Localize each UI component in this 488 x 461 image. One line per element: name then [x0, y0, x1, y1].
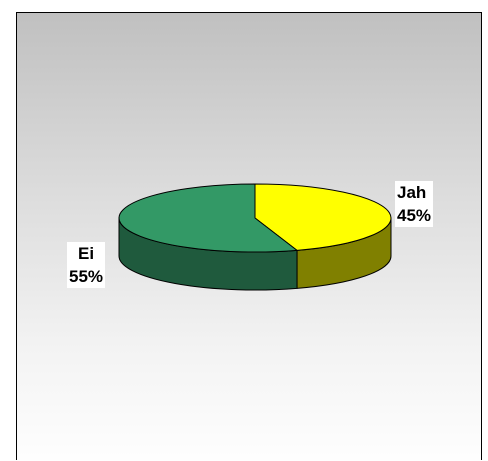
data-label-ei-value: 55% [69, 267, 104, 286]
pie-slice-ei [118, 183, 298, 253]
data-label-ei-name: Ei [77, 244, 95, 263]
data-label-jah-name: Jah [397, 183, 427, 202]
chart-frame: Jah 45% Ei 55% [16, 12, 482, 460]
data-label-jah: Jah 45% [395, 181, 434, 227]
pie-chart [118, 183, 392, 291]
pie-slice-jah [254, 183, 392, 251]
data-label-ei: Ei 55% [67, 242, 106, 288]
data-label-jah-value: 45% [397, 206, 432, 225]
